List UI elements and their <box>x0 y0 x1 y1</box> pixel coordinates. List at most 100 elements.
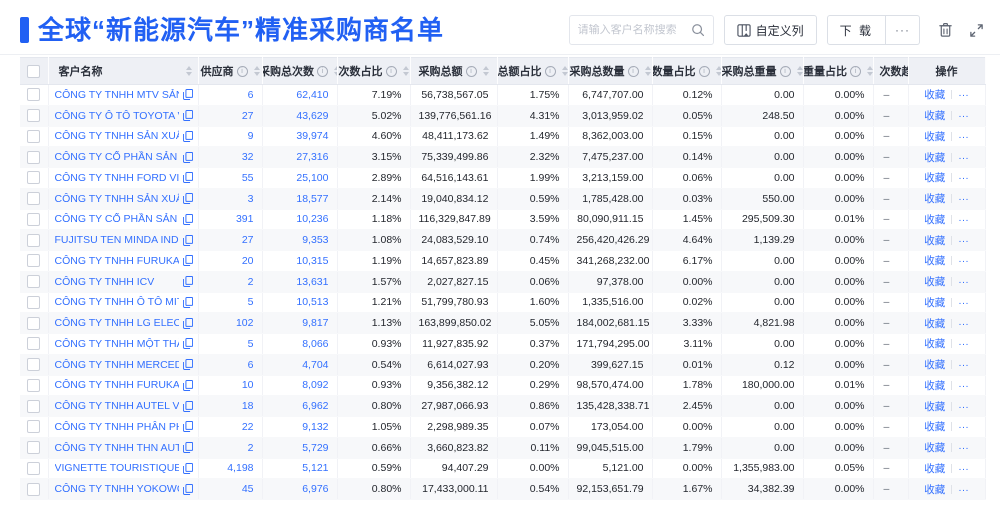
copy-icon[interactable] <box>182 276 193 288</box>
row-checkbox[interactable] <box>27 233 41 247</box>
row-checkbox[interactable] <box>27 358 41 372</box>
row-checkbox[interactable] <box>27 316 41 330</box>
row-more-button[interactable]: ··· <box>958 421 969 434</box>
copy-icon[interactable] <box>182 193 193 205</box>
info-icon[interactable] <box>544 65 556 77</box>
customer-name-link[interactable]: CÔNG TY TNHH MERCEDES–B... <box>54 358 179 371</box>
purchase-times-link[interactable]: 25,100 <box>296 171 329 184</box>
favorite-button[interactable]: 收藏 <box>924 89 946 102</box>
favorite-button[interactable]: 收藏 <box>924 483 946 496</box>
purchase-times-link[interactable]: 5,729 <box>302 441 329 454</box>
row-checkbox[interactable] <box>27 399 41 413</box>
supplier-count-link[interactable]: 9 <box>247 130 254 143</box>
download-button[interactable]: 下 载 <box>826 15 886 45</box>
search-input[interactable] <box>577 24 691 36</box>
copy-icon[interactable] <box>182 338 193 350</box>
copy-icon[interactable] <box>182 151 193 163</box>
customer-name-link[interactable]: CÔNG TY TNHH LG ELECTRON... <box>54 317 179 330</box>
row-checkbox[interactable] <box>27 275 41 289</box>
copy-icon[interactable] <box>182 296 193 308</box>
supplier-count-link[interactable]: 2 <box>247 275 254 288</box>
copy-icon[interactable] <box>182 234 193 246</box>
supplier-count-link[interactable]: 4,198 <box>227 462 254 475</box>
info-icon[interactable] <box>698 65 710 77</box>
purchase-times-link[interactable]: 5,121 <box>302 462 329 475</box>
supplier-count-link[interactable]: 2 <box>247 441 254 454</box>
copy-icon[interactable] <box>182 172 193 184</box>
row-checkbox[interactable] <box>27 88 41 102</box>
col-amount-pct[interactable]: 总额占比 <box>497 57 569 85</box>
row-checkbox[interactable] <box>27 254 41 268</box>
purchase-times-link[interactable]: 6,962 <box>302 400 329 413</box>
supplier-count-link[interactable]: 102 <box>235 317 254 330</box>
purchase-times-link[interactable]: 6,976 <box>302 483 329 496</box>
favorite-button[interactable]: 收藏 <box>924 130 946 143</box>
purchase-times-link[interactable]: 43,629 <box>296 109 329 122</box>
sort-icon[interactable] <box>334 66 336 76</box>
row-more-button[interactable]: ··· <box>958 234 969 247</box>
row-checkbox[interactable] <box>27 109 41 123</box>
info-icon[interactable] <box>779 65 791 77</box>
search-icon[interactable] <box>691 23 705 37</box>
favorite-button[interactable]: 收藏 <box>924 317 946 330</box>
row-more-button[interactable]: ··· <box>958 442 969 455</box>
purchase-times-link[interactable]: 39,974 <box>296 130 329 143</box>
row-more-button[interactable]: ··· <box>958 483 969 496</box>
row-checkbox[interactable] <box>27 337 41 351</box>
customer-name-link[interactable]: CÔNG TY TNHH FURUKAWA A... <box>54 254 179 267</box>
trash-icon[interactable] <box>936 21 954 39</box>
customer-name-link[interactable]: FUJITSU TEN MINDA INDIA PVT... <box>54 234 179 247</box>
customize-columns-button[interactable]: 自定义列 <box>723 15 817 45</box>
col-customer-name[interactable]: 客户名称 <box>48 57 199 85</box>
copy-icon[interactable] <box>182 213 193 225</box>
row-more-button[interactable]: ··· <box>958 462 969 475</box>
purchase-times-link[interactable]: 62,410 <box>296 88 329 101</box>
row-more-button[interactable]: ··· <box>958 110 969 123</box>
col-weight-pct[interactable]: 重量占比 <box>803 57 874 85</box>
col-supplier-count[interactable]: 供应商 <box>198 57 263 85</box>
row-more-button[interactable]: ··· <box>958 213 969 226</box>
row-more-button[interactable]: ··· <box>958 89 969 102</box>
purchase-times-link[interactable]: 10,513 <box>296 296 329 309</box>
col-qty-pct[interactable]: 数量占比 <box>652 57 722 85</box>
copy-icon[interactable] <box>182 130 193 142</box>
row-more-button[interactable]: ··· <box>958 338 969 351</box>
customer-name-link[interactable]: CÔNG TY TNHH YOKOWO VIỆT... <box>54 483 179 496</box>
info-icon[interactable] <box>385 65 397 77</box>
purchase-times-link[interactable]: 10,315 <box>296 254 329 267</box>
favorite-button[interactable]: 收藏 <box>924 193 946 206</box>
customer-name-link[interactable]: CÔNG TY TNHH MTV SẢN XUẤ... <box>54 88 179 101</box>
customer-name-link[interactable]: CÔNG TY TNHH PHÂN PHỐI T... <box>54 420 179 433</box>
row-checkbox[interactable] <box>27 461 41 475</box>
purchase-times-link[interactable]: 18,577 <box>296 192 329 205</box>
fullscreen-icon[interactable] <box>967 21 985 39</box>
purchase-times-link[interactable]: 9,353 <box>302 234 329 247</box>
copy-icon[interactable] <box>182 89 193 101</box>
row-checkbox[interactable] <box>27 482 41 496</box>
favorite-button[interactable]: 收藏 <box>924 421 946 434</box>
favorite-button[interactable]: 收藏 <box>924 359 946 372</box>
customer-name-link[interactable]: VIGNETTE TOURISTIQUE G UNI... <box>54 462 179 475</box>
favorite-button[interactable]: 收藏 <box>924 234 946 247</box>
supplier-count-link[interactable]: 5 <box>247 296 254 309</box>
sort-icon[interactable] <box>561 66 567 76</box>
customer-name-link[interactable]: CÔNG TY TNHH SẢN XUẤT VÀ ... <box>54 192 179 205</box>
supplier-count-link[interactable]: 32 <box>241 151 254 164</box>
favorite-button[interactable]: 收藏 <box>924 338 946 351</box>
sort-icon[interactable] <box>482 66 489 76</box>
purchase-times-link[interactable]: 9,817 <box>302 317 329 330</box>
row-more-button[interactable]: ··· <box>958 151 969 164</box>
favorite-button[interactable]: 收藏 <box>924 110 946 123</box>
purchase-times-link[interactable]: 27,316 <box>296 151 329 164</box>
copy-icon[interactable] <box>182 421 193 433</box>
sort-icon[interactable] <box>644 66 651 76</box>
favorite-button[interactable]: 收藏 <box>924 151 946 164</box>
row-more-button[interactable]: ··· <box>958 276 969 289</box>
row-checkbox[interactable] <box>27 129 41 143</box>
copy-icon[interactable] <box>182 110 193 122</box>
row-checkbox[interactable] <box>27 378 41 392</box>
favorite-button[interactable]: 收藏 <box>924 172 946 185</box>
col-purchase-times[interactable]: 采购总次数 <box>262 57 338 85</box>
supplier-count-link[interactable]: 10 <box>241 379 254 392</box>
supplier-count-link[interactable]: 45 <box>241 483 254 496</box>
